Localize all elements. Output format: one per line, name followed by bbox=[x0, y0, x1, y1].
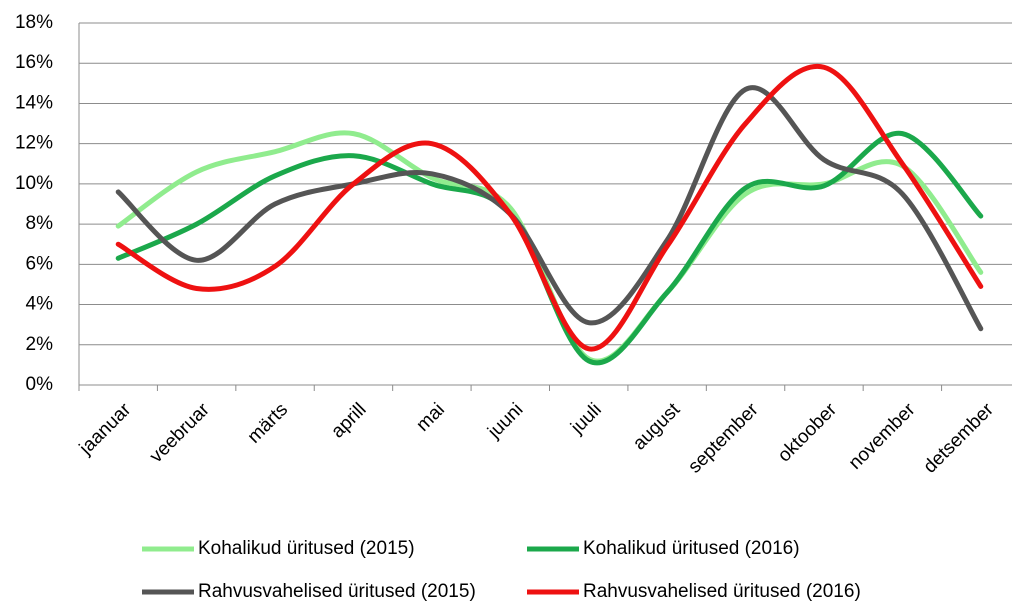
x-tick-label: veebruar bbox=[146, 399, 214, 467]
x-tick-label: juuni bbox=[483, 399, 527, 443]
y-tick-label: 18% bbox=[15, 12, 53, 33]
y-tick-label: 12% bbox=[15, 133, 53, 154]
y-tick-label: 10% bbox=[15, 173, 53, 194]
legend-label: Rahvusvahelised üritused (2016) bbox=[583, 581, 861, 602]
series-line bbox=[115, 130, 984, 366]
y-tick-label: 0% bbox=[26, 374, 54, 395]
x-tick-label: detsember bbox=[920, 399, 999, 478]
y-tick-label: 4% bbox=[26, 294, 54, 315]
x-tick-label: märts bbox=[244, 399, 292, 447]
x-tick-label: mai bbox=[412, 399, 449, 436]
y-tick-label: 8% bbox=[26, 213, 54, 234]
x-tick-label: jaanuar bbox=[75, 399, 136, 460]
x-tick-label: aprill bbox=[327, 399, 370, 442]
x-tick-label: oktoober bbox=[774, 399, 842, 467]
legend-label: Kohalikud üritused (2015) bbox=[198, 538, 415, 559]
x-tick-label: november bbox=[845, 399, 920, 474]
x-tick-label: september bbox=[684, 399, 763, 478]
y-tick-label: 14% bbox=[15, 92, 53, 113]
series-line bbox=[115, 63, 984, 352]
legend-label: Kohalikud üritused (2016) bbox=[583, 538, 800, 559]
legend-label: Rahvusvahelised üritused (2015) bbox=[198, 581, 476, 602]
y-tick-label: 2% bbox=[26, 334, 54, 355]
x-tick-label: juuli bbox=[566, 399, 605, 438]
y-tick-label: 16% bbox=[15, 52, 53, 73]
x-tick-label: august bbox=[629, 399, 685, 455]
series-line bbox=[115, 85, 984, 332]
y-tick-label: 6% bbox=[26, 253, 54, 274]
